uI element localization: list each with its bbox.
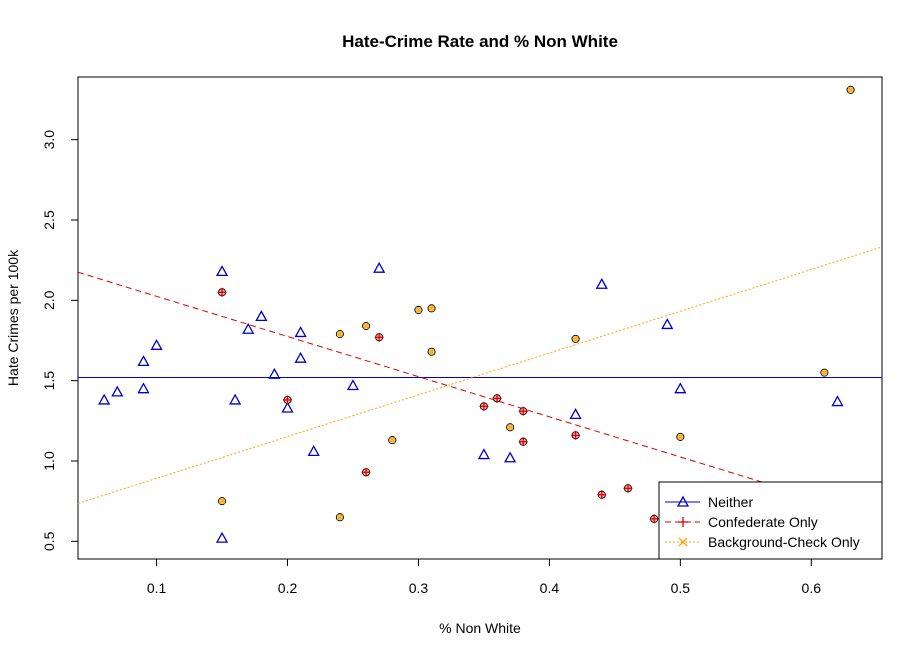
- data-point: [137, 355, 150, 367]
- data-point: [98, 393, 111, 405]
- legend-marker: [678, 517, 688, 527]
- x-tick-label: 0.5: [671, 580, 691, 596]
- data-point: [427, 347, 436, 356]
- legend-label: Neither: [708, 494, 753, 510]
- data-point: [571, 334, 580, 343]
- data-point: [414, 305, 423, 315]
- data-point: [492, 393, 502, 403]
- data-point: [217, 287, 227, 297]
- legend-label: Background-Check Only: [708, 534, 860, 550]
- data-point: [506, 423, 515, 432]
- data-point: [294, 326, 307, 338]
- plot-area: [77, 76, 883, 560]
- data-point: [346, 379, 360, 391]
- data-point: [215, 531, 229, 543]
- y-axis-label: Hate Crimes per 100k: [5, 249, 21, 386]
- data-point: [595, 277, 608, 289]
- y-tick-label: 2.5: [41, 210, 57, 230]
- data-point: [111, 385, 124, 397]
- data-point: [362, 321, 371, 331]
- data-point: [820, 368, 829, 377]
- y-tick-label: 0.5: [41, 531, 57, 551]
- data-point: [268, 367, 281, 379]
- legend-label: Confederate Only: [708, 514, 818, 530]
- data-point: [294, 351, 307, 363]
- data-point: [661, 318, 674, 330]
- data-point: [518, 406, 528, 416]
- data-point: [373, 261, 386, 273]
- data-point: [307, 445, 320, 457]
- data-point: [388, 436, 397, 445]
- data-point: [831, 395, 844, 407]
- y-tick-label: 1.5: [41, 371, 57, 391]
- fit-line: [78, 246, 882, 504]
- data-point: [569, 408, 582, 420]
- x-tick-label: 0.1: [147, 580, 167, 596]
- data-point: [137, 382, 150, 394]
- y-axis: 0.5 1.0 1.5 2.0 2.5 3.0: [41, 130, 78, 551]
- x-tick-label: 0.6: [802, 580, 822, 596]
- data-point: [623, 483, 633, 493]
- x-tick-label: 0.2: [278, 580, 298, 596]
- data-point: [215, 265, 229, 277]
- data-point: [242, 322, 255, 334]
- data-point: [479, 401, 489, 411]
- x-axis: 0.1 0.2 0.3 0.4 0.5 0.6: [147, 559, 821, 596]
- data-point: [676, 432, 685, 441]
- data-point: [427, 304, 436, 313]
- data-points: [98, 85, 855, 543]
- data-point: [518, 437, 528, 447]
- legend-marker: [676, 495, 690, 507]
- x-tick-label: 0.4: [540, 580, 560, 596]
- data-point: [335, 330, 344, 339]
- data-point: [229, 393, 242, 405]
- legend-box: [658, 481, 883, 560]
- y-tick-label: 1.0: [41, 451, 57, 471]
- data-point: [477, 448, 491, 460]
- data-point: [597, 490, 607, 500]
- data-point: [281, 401, 294, 413]
- data-point: [283, 395, 293, 405]
- legend-marker: [678, 537, 688, 547]
- data-point: [374, 332, 384, 342]
- x-tick-label: 0.3: [409, 580, 429, 596]
- data-point: [361, 467, 371, 477]
- fit-line: [78, 271, 882, 520]
- y-tick-label: 2.0: [41, 290, 57, 310]
- fit-lines: [78, 246, 882, 520]
- data-point: [846, 85, 855, 94]
- plot-frame: [77, 76, 883, 560]
- data-point: [150, 338, 163, 350]
- data-point: [504, 451, 517, 463]
- y-tick-label: 3.0: [41, 130, 57, 150]
- data-point: [217, 497, 227, 506]
- chart-title: Hate-Crime Rate and % Non White: [342, 32, 618, 51]
- data-point: [674, 382, 687, 394]
- data-point: [571, 430, 581, 440]
- x-axis-label: % Non White: [439, 620, 521, 636]
- data-point: [649, 514, 659, 524]
- data-point: [335, 513, 344, 522]
- data-point: [255, 310, 268, 322]
- legend: Neither Confederate Only Background-Check …: [658, 481, 883, 560]
